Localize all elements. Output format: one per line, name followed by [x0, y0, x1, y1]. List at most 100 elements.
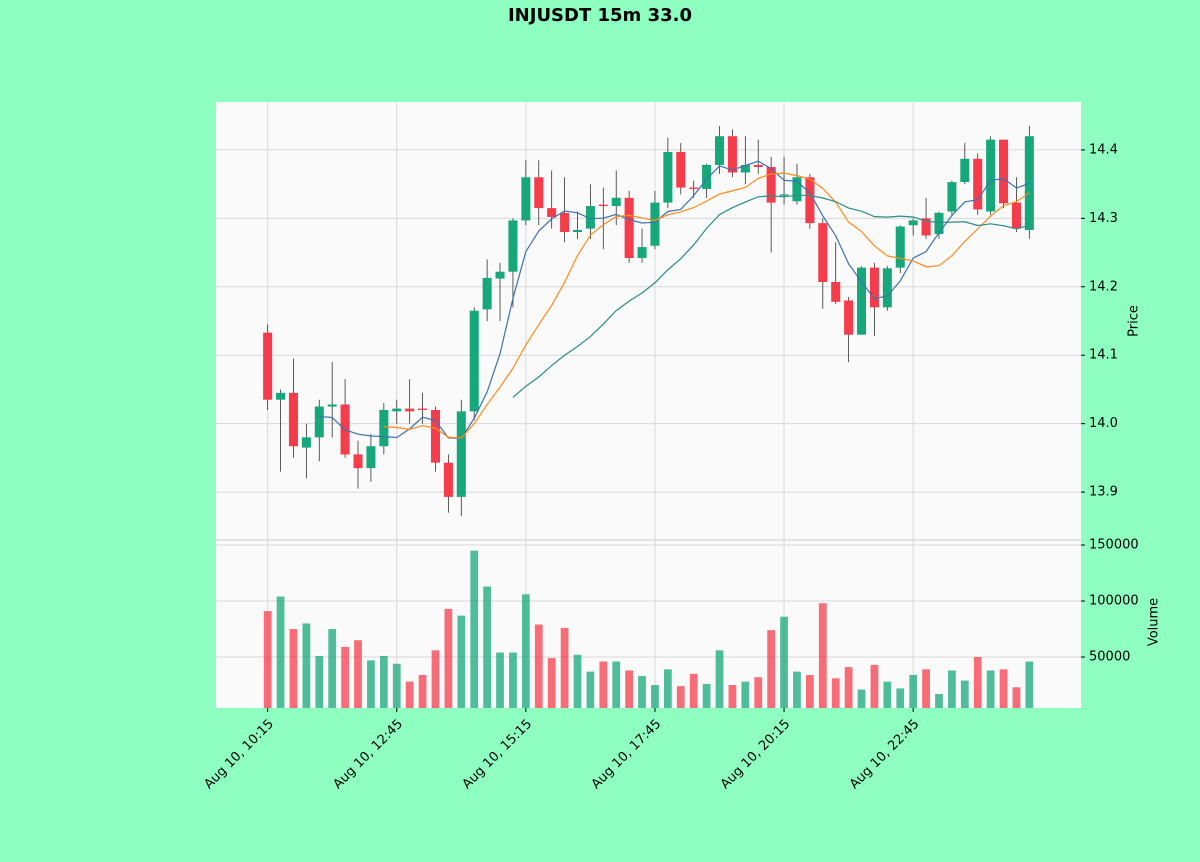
candle-body — [534, 177, 544, 209]
candle-body — [482, 277, 492, 310]
candle-body — [857, 267, 867, 335]
volume-bar — [870, 664, 879, 708]
candle-body — [882, 268, 892, 308]
volume-bar — [392, 663, 401, 708]
plot-area — [216, 102, 1081, 708]
volume-bar — [651, 685, 659, 708]
candle-body — [263, 332, 273, 400]
candle-body — [650, 202, 660, 246]
candle-body — [585, 206, 595, 229]
candle-body — [521, 177, 531, 221]
volume-bar — [689, 673, 698, 708]
volume-bar — [909, 674, 918, 708]
volume-bar — [560, 627, 569, 708]
candle-body — [443, 462, 453, 497]
candle-body — [947, 182, 957, 212]
volume-bar — [405, 681, 414, 708]
volume-bar — [444, 608, 453, 708]
candle-body — [973, 158, 983, 210]
volume-bar — [715, 650, 724, 708]
volume-bar — [612, 661, 621, 708]
candle-body — [392, 408, 402, 412]
volume-bar — [831, 678, 840, 708]
volume-bar — [341, 646, 349, 708]
y-tick-label: 14.1 — [1089, 348, 1118, 363]
volume-bar — [276, 596, 285, 708]
candle-body — [456, 411, 466, 497]
volume-bar — [857, 689, 866, 708]
volume-bar — [676, 686, 685, 708]
candle-body — [714, 136, 725, 165]
volume-bar — [573, 654, 582, 708]
candle-body — [611, 197, 621, 207]
volume-bar — [509, 652, 517, 708]
candle-body — [934, 212, 944, 235]
volume-tick-label: 100000 — [1089, 594, 1139, 609]
candle-body — [702, 164, 712, 189]
candle-body — [637, 247, 647, 259]
y-tick-label: 14.3 — [1089, 211, 1118, 226]
volume-bar — [534, 624, 543, 708]
candle-body — [740, 164, 750, 173]
y-tick-label: 14.0 — [1089, 416, 1118, 431]
y-axis-label: Price — [1127, 305, 1142, 337]
volume-bar — [302, 623, 311, 708]
volume-bar — [599, 661, 608, 708]
candle-body — [495, 271, 505, 279]
candle-body — [572, 229, 583, 233]
candle-body — [779, 194, 789, 196]
candle-body — [405, 408, 415, 412]
x-tick-label: Aug 10, 22:45 — [847, 717, 923, 793]
volume-bar — [948, 670, 956, 708]
volume-bar — [793, 671, 801, 708]
volume-bar — [767, 630, 776, 708]
candle-body — [353, 454, 363, 469]
y-tick-label: 14.4 — [1089, 142, 1118, 157]
volume-bar — [263, 611, 272, 708]
volume-bar — [728, 685, 737, 708]
volume-bar — [431, 650, 440, 708]
candle-body — [986, 139, 996, 212]
candle-body — [547, 208, 557, 217]
volume-bar — [457, 615, 466, 708]
volume-bar — [806, 674, 814, 708]
volume-bar — [521, 594, 530, 708]
moving-average-line — [383, 172, 1030, 439]
x-tick-label: Aug 10, 20:15 — [718, 717, 794, 793]
candle-body — [624, 197, 634, 259]
volume-bar — [496, 652, 504, 708]
candle-body — [430, 409, 440, 463]
candle-body — [663, 151, 673, 203]
candle-body — [727, 136, 737, 173]
y-tick-label: 14.2 — [1089, 279, 1118, 294]
moving-average-line — [512, 194, 1030, 398]
volume-bar — [354, 640, 362, 708]
candle-body — [831, 281, 841, 302]
volume-bar — [973, 657, 982, 708]
volume-bar — [289, 629, 298, 708]
volume-bar — [625, 670, 634, 708]
volume-bar — [844, 667, 853, 708]
candle-body — [469, 310, 479, 412]
candle-body — [560, 212, 570, 233]
candle-body — [314, 406, 324, 438]
candle-body — [921, 218, 931, 236]
volume-bar — [922, 669, 930, 708]
candle-body — [999, 139, 1009, 204]
volume-bar — [315, 655, 324, 708]
candle-body — [960, 158, 970, 183]
volume-bar — [896, 688, 905, 708]
volume-bar — [470, 550, 479, 708]
candle-body — [598, 204, 608, 207]
candle-body — [844, 300, 854, 335]
volume-bar — [418, 674, 427, 708]
volume-bar — [1012, 687, 1021, 708]
volume-bar — [586, 671, 595, 708]
candle-body — [818, 223, 828, 282]
volume-bar — [1025, 661, 1034, 708]
volume-bar — [702, 683, 711, 708]
candle-body — [327, 404, 337, 407]
candle-body — [288, 392, 298, 447]
volume-tick-label: 150000 — [1089, 538, 1139, 553]
